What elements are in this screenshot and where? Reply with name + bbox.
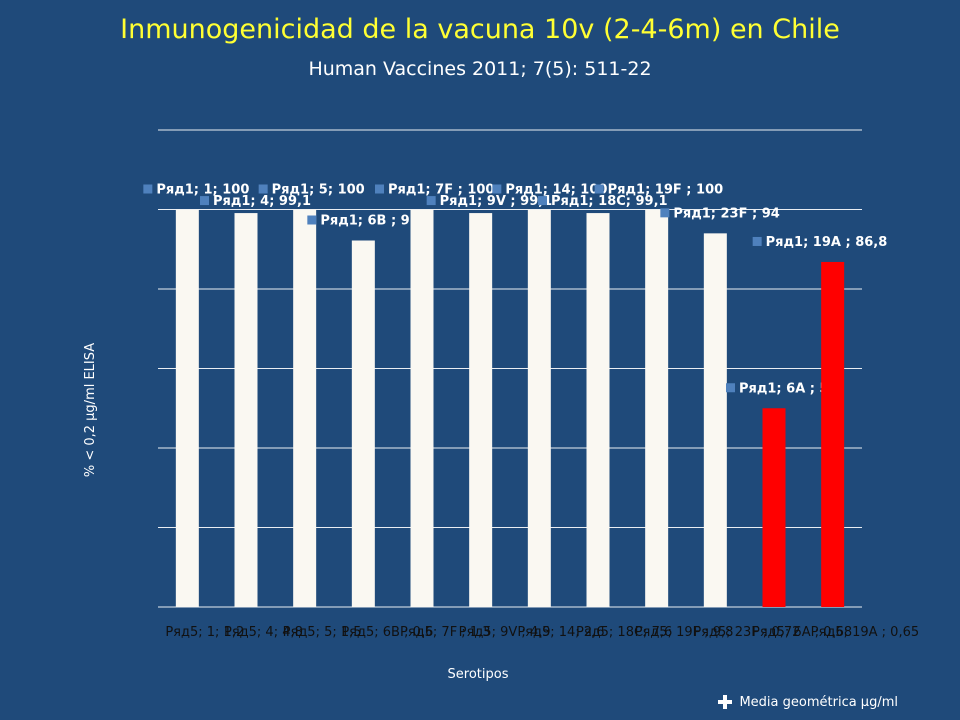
secondary-data-label: Ряд5; 4; 4,8 <box>224 625 303 640</box>
bar <box>645 209 669 607</box>
x-axis-title: Serotipos <box>448 667 509 682</box>
data-label: Ряд1; 6A ; 50 <box>739 381 838 396</box>
secondary-data-label: Ряд5; 18C; 7,6 <box>576 625 672 640</box>
data-label: Ряд1; 6B ; 92,2 <box>320 214 432 229</box>
data-label: Ряд1; 19F ; 100 <box>608 183 724 198</box>
secondary-data-label: Ряд5; 19A ; 0,65 <box>811 625 919 640</box>
data-label: Ряд1; 1; 100 <box>156 183 249 198</box>
bar <box>469 213 493 607</box>
data-label: Ряд1; 9V ; 99,1 <box>440 194 553 209</box>
secondary-data-label: Ряд5; 6A ; 0,68 <box>752 625 852 640</box>
bar <box>586 213 610 607</box>
data-label-marker <box>307 215 317 225</box>
secondary-data-label: Ряд5; 1; 1,2 <box>165 625 244 640</box>
secondary-data-label: Ряд5; 7F ; 1,3 <box>400 625 491 640</box>
secondary-data-label: Ряд5; 5; 1,5 <box>283 625 362 640</box>
secondary-data-label: Ряд5; 23F ; 0,72 <box>693 625 800 640</box>
data-label-marker <box>426 196 436 206</box>
data-label-marker <box>143 184 153 194</box>
footer-legend: Media geométrica µg/ml <box>717 694 898 710</box>
bar <box>293 209 317 607</box>
bar <box>703 233 727 607</box>
data-label: Ряд1; 5; 100 <box>272 183 365 198</box>
data-label: Ряд1; 23F ; 94 <box>673 206 779 221</box>
bar <box>762 408 786 607</box>
bar <box>175 209 199 607</box>
data-label-marker <box>594 184 604 194</box>
bar <box>351 240 375 607</box>
footer-legend-label: Media geométrica µg/ml <box>739 694 898 710</box>
bar <box>821 261 845 607</box>
secondary-data-label: Ряд5; 6B ; 0,6 <box>341 625 433 640</box>
data-label-marker <box>660 208 670 218</box>
data-label-marker <box>538 196 547 206</box>
secondary-data-label: Ряд5; 19F ; 9,8 <box>635 625 734 640</box>
data-label-marker <box>375 184 384 194</box>
data-label-marker <box>726 383 735 393</box>
data-label: Ряд1; 7F ; 100 <box>388 183 494 198</box>
chart-subtitle: Human Vaccines 2011; 7(5): 511-22 <box>308 58 652 80</box>
data-label-marker <box>752 236 762 246</box>
data-label: Ряд1; 18C; 99,1 <box>551 194 668 209</box>
data-label-marker <box>492 184 502 194</box>
plus-icon <box>717 694 733 710</box>
chart-title: Inmunogenicidad de la vacuna 10v (2-4-6m… <box>120 14 840 45</box>
bar <box>410 209 434 607</box>
data-label-marker <box>258 184 268 194</box>
bar <box>527 209 551 607</box>
data-label: Ряд1; 4; 99,1 <box>213 194 311 209</box>
data-label: Ряд1; 19A ; 86,8 <box>766 235 888 250</box>
y-axis-title: % < 0,2 µg/ml ELISA <box>83 343 98 477</box>
data-label-marker <box>200 196 209 206</box>
secondary-data-label: Ряд5; 9V ; 4,9 <box>459 625 551 640</box>
data-label: Ряд1; 14; 100 <box>505 183 607 198</box>
secondary-data-label: Ряд5; 14; 2,6 <box>517 625 604 640</box>
bar <box>234 213 258 607</box>
